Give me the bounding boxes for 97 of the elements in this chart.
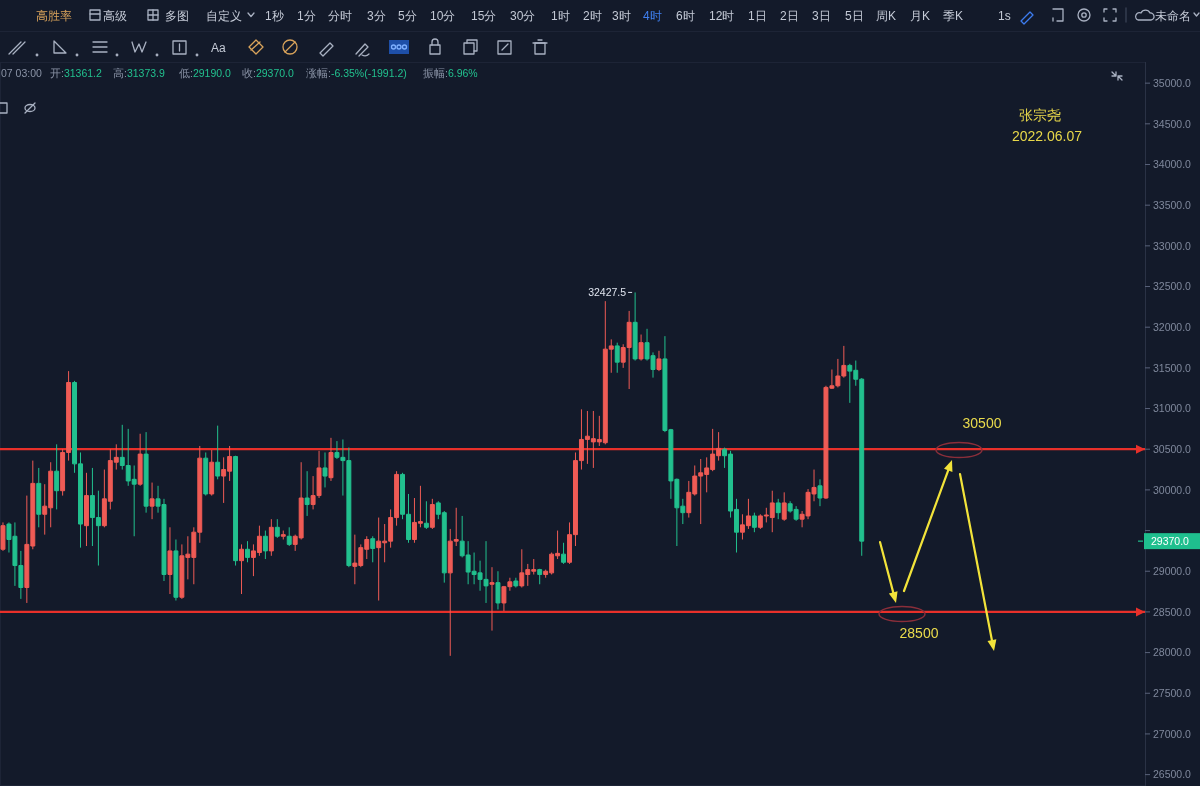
candlestick — [84, 472, 89, 547]
candlestick — [370, 535, 376, 563]
candlestick — [203, 451, 209, 497]
annotation: 07 03:00 — [1, 67, 43, 79]
annotation: 开:31361.2 — [50, 67, 103, 79]
y-tick-label: 31500.0 — [1153, 361, 1192, 374]
text: 5日 — [845, 8, 864, 23]
y-tick-label: 26500.0 — [1153, 768, 1192, 781]
text: 5分 — [398, 8, 417, 23]
candlestick — [423, 500, 429, 530]
y-tick-label: 34500.0 — [1153, 117, 1192, 130]
text: 季K — [943, 8, 964, 23]
text: 自定义 — [206, 8, 242, 23]
candlestick — [304, 470, 310, 517]
candlestick — [632, 291, 638, 362]
text: 3分 — [367, 8, 386, 23]
y-tick-label: 33500.0 — [1153, 198, 1192, 211]
text: 多图 — [165, 8, 189, 23]
text: 3时 — [612, 8, 631, 23]
candlestick — [0, 521, 6, 552]
candlestick — [656, 350, 662, 372]
text: 高胜率 — [36, 8, 72, 23]
candlestick — [537, 568, 543, 585]
y-tick-label: 27000.0 — [1153, 727, 1192, 740]
y-tick-label: 28500.0 — [1153, 605, 1192, 618]
text: 月K — [910, 8, 931, 23]
y-tick-label: 32000.0 — [1153, 320, 1192, 333]
text: 未命名 — [1155, 8, 1191, 23]
candlestick — [245, 540, 250, 563]
text: 29370.0 — [1151, 534, 1190, 547]
y-tick-label: 35000.0 — [1153, 76, 1192, 89]
text: 3日 — [812, 8, 831, 23]
candlestick — [149, 482, 155, 520]
annotation: 高:31373.9 — [113, 67, 166, 79]
text: 2时 — [583, 8, 602, 23]
annotation: 低:29190.0 — [179, 67, 232, 79]
text: 分时 — [328, 8, 352, 23]
annotation: 张宗尧 — [1019, 107, 1061, 123]
candlestick — [268, 518, 274, 557]
y-tick-label: 33000.0 — [1153, 239, 1192, 252]
text: 1s — [998, 8, 1011, 23]
annotation: 32427.5 — [588, 286, 627, 299]
candlestick — [215, 425, 221, 480]
y-tick-label: 28000.0 — [1153, 646, 1192, 659]
candlestick — [262, 530, 268, 560]
candlestick — [54, 443, 60, 510]
text: 6时 — [676, 8, 695, 23]
text: 高级 — [103, 8, 127, 23]
y-tick-label: 29000.0 — [1153, 564, 1192, 577]
candlestick — [781, 491, 787, 522]
text: 1分 — [297, 8, 316, 23]
candlestick — [173, 539, 179, 602]
ref-line-label: 28500 — [899, 624, 939, 641]
text: 10分 — [430, 8, 456, 23]
text: 1秒 — [265, 8, 284, 23]
y-tick-label: 27500.0 — [1153, 686, 1192, 699]
text: 1日 — [748, 8, 767, 23]
candlestick — [513, 577, 519, 589]
y-tick-label: 30000.0 — [1153, 483, 1192, 496]
candlestick — [817, 478, 823, 507]
annotation: 2022.06.07 — [1011, 128, 1083, 144]
y-tick-label: 34000.0 — [1153, 158, 1192, 171]
text: 15分 — [471, 8, 497, 23]
candlestick — [280, 530, 286, 541]
text: 1时 — [551, 8, 570, 23]
y-tick-label: 31000.0 — [1153, 402, 1192, 415]
text: 4时 — [643, 8, 662, 23]
candlestick — [775, 498, 781, 520]
text: 2日 — [780, 8, 799, 23]
candlestick — [36, 467, 42, 528]
annotation: 涨幅:-6.35%(-1991.2) — [306, 67, 407, 79]
candlestick — [322, 451, 328, 488]
candlestick — [274, 518, 280, 539]
candlestick — [429, 498, 435, 530]
candlestick — [328, 437, 334, 482]
candlestick — [638, 334, 644, 362]
candlestick — [489, 566, 495, 632]
candlestick — [614, 342, 620, 374]
candlestick — [239, 543, 244, 595]
candlestick — [751, 512, 757, 533]
y-tick-label: 30500.0 — [1153, 442, 1192, 455]
candlestick — [561, 542, 567, 565]
annotation: 振幅:6.96% — [423, 67, 478, 79]
text: 周K — [876, 8, 897, 23]
text: 12时 — [709, 8, 735, 23]
candlestick — [209, 449, 215, 497]
candlestick — [286, 526, 292, 547]
candlestick — [167, 526, 173, 595]
text: 30分 — [510, 8, 536, 23]
text: Aa — [211, 41, 226, 55]
candlestick — [143, 431, 149, 514]
y-tick-label: 32500.0 — [1153, 280, 1192, 293]
ref-line-label: 30500 — [962, 415, 1002, 432]
candlestick — [137, 433, 143, 487]
annotation: 收:29370.0 — [242, 67, 295, 79]
candlestick — [233, 455, 239, 567]
candlestick — [495, 570, 501, 610]
